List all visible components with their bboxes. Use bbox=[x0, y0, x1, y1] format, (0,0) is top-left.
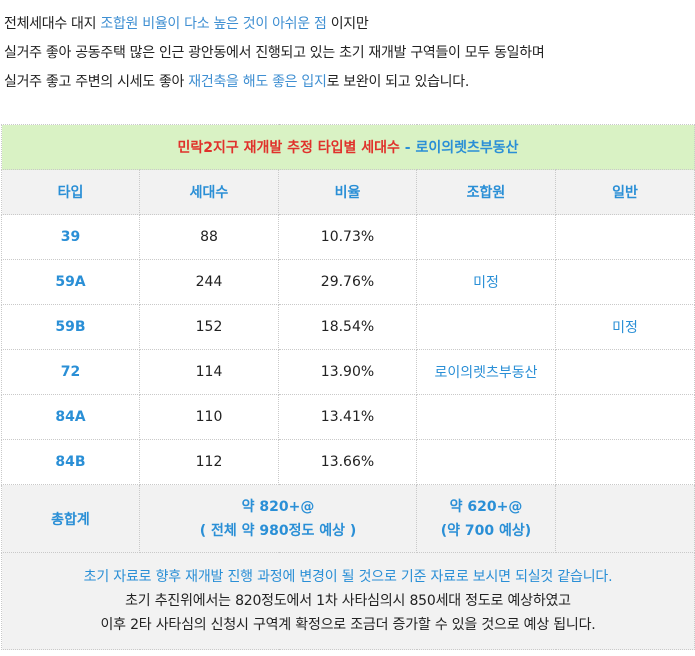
intro-line-1-end: 이지만 bbox=[326, 16, 369, 32]
intro-text: 전체세대수 대지 조합원 비율이 다소 높은 것이 아쉬운 점 이지만 실거주 … bbox=[4, 10, 692, 97]
intro-line-1-start: 전체세대수 대지 bbox=[4, 16, 101, 32]
table-total-row: 총합계 약 820+@ ( 전체 약 980정도 예상 ) 약 620+@ (약… bbox=[1, 484, 695, 553]
ratio-cell: 18.54% bbox=[278, 304, 417, 350]
header-count: 세대수 bbox=[139, 169, 279, 215]
ratio-cell: 13.41% bbox=[278, 394, 417, 440]
intro-line-1-highlight: 조합원 비율이 다소 높은 것이 아쉬운 점 bbox=[100, 16, 327, 32]
total-union-line-2: (약 700 예상) bbox=[440, 522, 532, 539]
table-row: 84B 112 13.66% bbox=[1, 439, 695, 485]
general-undecided-cell: 미정 bbox=[554, 304, 695, 350]
table-title-main: 민락2지구 재개발 추정 타입별 세대수 bbox=[177, 140, 400, 156]
union-source-cell: 로이의렛츠부동산 bbox=[416, 349, 556, 395]
count-cell: 110 bbox=[139, 394, 279, 440]
table-row: 39 88 10.73% bbox=[1, 214, 695, 260]
type-cell: 59A bbox=[1, 259, 140, 305]
ratio-cell: 29.76% bbox=[278, 259, 417, 305]
table-row: 84A 110 13.41% bbox=[1, 394, 695, 440]
type-cell: 84B bbox=[1, 439, 140, 485]
total-general-cell bbox=[554, 484, 695, 553]
table-row: 59A 244 29.76% 미정 bbox=[1, 259, 695, 305]
note-line-1: 초기 자료로 향후 재개발 진행 과정에 변경이 될 것으로 기준 자료로 보시… bbox=[83, 569, 613, 585]
note-line-3: 이후 2타 사타심의 신청시 구역계 확정으로 조금더 증가할 수 있을 것으로… bbox=[100, 617, 596, 633]
union-cell bbox=[416, 214, 556, 260]
general-cell bbox=[554, 439, 695, 485]
total-count-line-2: ( 전체 약 980정도 예상 ) bbox=[199, 522, 357, 539]
table-header-row: 타입 세대수 비율 조합원 일반 bbox=[1, 169, 695, 215]
type-cell: 72 bbox=[1, 349, 140, 395]
table-notes-row: 초기 자료로 향후 재개발 진행 과정에 변경이 될 것으로 기준 자료로 보시… bbox=[0, 552, 695, 650]
union-cell bbox=[416, 304, 556, 350]
count-cell: 114 bbox=[139, 349, 279, 395]
header-union: 조합원 bbox=[416, 169, 556, 215]
total-count-cell: 약 820+@ ( 전체 약 980정도 예상 ) bbox=[139, 484, 417, 553]
union-undecided-cell: 미정 bbox=[416, 259, 556, 305]
type-cell: 59B bbox=[1, 304, 140, 350]
general-cell bbox=[554, 349, 695, 395]
intro-line-3: 실거주 좋고 주변의 시세도 좋아 재건축을 해도 좋은 입지로 보완이 되고 … bbox=[4, 68, 692, 97]
type-cell: 84A bbox=[1, 394, 140, 440]
count-cell: 244 bbox=[139, 259, 279, 305]
general-cell bbox=[554, 394, 695, 440]
count-cell: 152 bbox=[139, 304, 279, 350]
total-union-cell: 약 620+@ (약 700 예상) bbox=[416, 484, 556, 553]
intro-line-2: 실거주 좋아 공동주택 많은 인근 광안동에서 진행되고 있는 초기 재개발 구… bbox=[4, 45, 545, 61]
intro-line-3-highlight: 재건축을 해도 좋은 입지 bbox=[188, 74, 327, 90]
total-union-line-1: 약 620+@ bbox=[449, 498, 523, 515]
type-cell: 39 bbox=[1, 214, 140, 260]
note-line-2: 초기 추진위에서는 820정도에서 1차 사타심의시 850세대 정도로 예상하… bbox=[125, 593, 571, 609]
union-cell bbox=[416, 439, 556, 485]
table-title-source: - 로이의렛츠부동산 bbox=[399, 140, 519, 156]
ratio-cell: 10.73% bbox=[278, 214, 417, 260]
intro-line-3-start: 실거주 좋고 주변의 시세도 좋아 bbox=[4, 74, 189, 90]
table-title-row: 민락2지구 재개발 추정 타입별 세대수 - 로이의렛츠부동산 bbox=[0, 124, 695, 170]
total-count-line-1: 약 820+@ bbox=[241, 498, 315, 515]
union-cell bbox=[416, 394, 556, 440]
table-row: 72 114 13.90% 로이의렛츠부동산 bbox=[1, 349, 695, 395]
ratio-cell: 13.66% bbox=[278, 439, 417, 485]
table-title: 민락2지구 재개발 추정 타입별 세대수 - 로이의렛츠부동산 bbox=[0, 124, 695, 170]
table-row: 59B 152 18.54% 미정 bbox=[1, 304, 695, 350]
count-cell: 112 bbox=[139, 439, 279, 485]
ratio-cell: 13.90% bbox=[278, 349, 417, 395]
intro-line-1: 전체세대수 대지 조합원 비율이 다소 높은 것이 아쉬운 점 이지만 bbox=[4, 10, 692, 39]
header-general: 일반 bbox=[554, 169, 695, 215]
general-cell bbox=[554, 259, 695, 305]
unit-type-table: 민락2지구 재개발 추정 타입별 세대수 - 로이의렛츠부동산 타입 세대수 비… bbox=[0, 124, 695, 650]
intro-line-3-end: 로 보완이 되고 있습니다. bbox=[326, 74, 470, 90]
total-label: 총합계 bbox=[1, 484, 140, 553]
count-cell: 88 bbox=[139, 214, 279, 260]
header-type: 타입 bbox=[1, 169, 140, 215]
table-notes: 초기 자료로 향후 재개발 진행 과정에 변경이 될 것으로 기준 자료로 보시… bbox=[0, 552, 695, 650]
header-ratio: 비율 bbox=[278, 169, 417, 215]
general-cell bbox=[554, 214, 695, 260]
